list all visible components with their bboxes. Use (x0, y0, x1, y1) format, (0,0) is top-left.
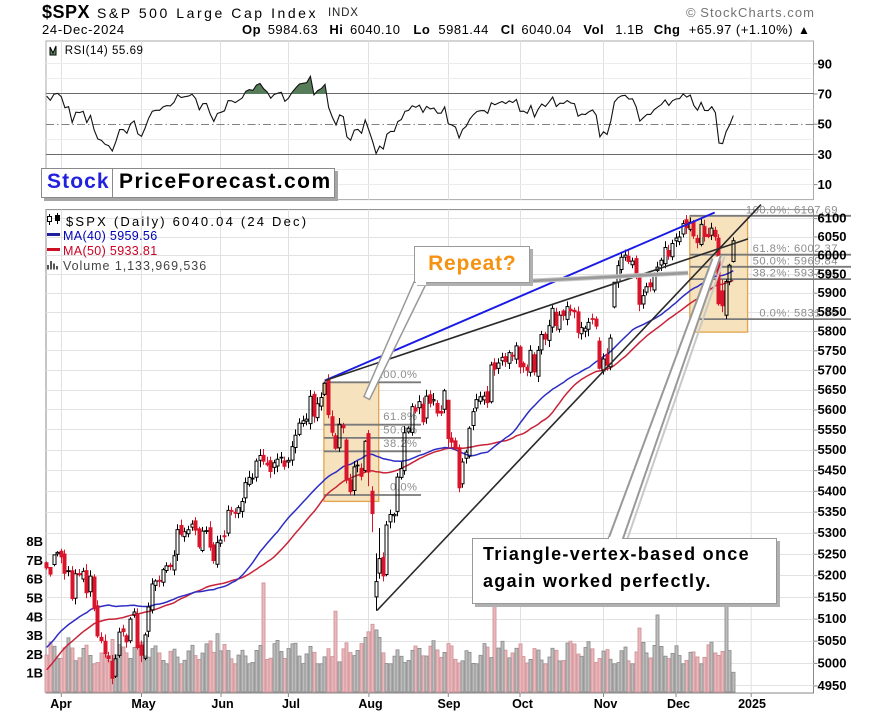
svg-text:5600: 5600 (818, 402, 847, 417)
svg-text:6050: 6050 (818, 229, 847, 244)
svg-text:5450: 5450 (818, 463, 847, 478)
svg-text:Dec: Dec (667, 697, 690, 711)
svg-text:5050: 5050 (818, 633, 847, 648)
svg-text:2025: 2025 (738, 697, 766, 711)
svg-text:5900: 5900 (818, 285, 847, 300)
svg-text:5800: 5800 (818, 323, 847, 338)
svg-text:1B: 1B (26, 666, 43, 681)
svg-text:0.0%: 5831.99: 0.0%: 5831.99 (759, 308, 838, 320)
svg-text:8B: 8B (26, 534, 43, 549)
svg-text:70: 70 (818, 87, 832, 102)
svg-text:5750: 5750 (818, 343, 847, 358)
svg-text:Nov: Nov (594, 697, 618, 711)
svg-text:4950: 4950 (818, 678, 847, 693)
svg-text:38.2%: 38.2% (383, 438, 417, 450)
svg-text:Apr: Apr (50, 697, 72, 711)
svg-text:100.0%: 6107.69: 100.0%: 6107.69 (746, 204, 838, 216)
svg-text:4B: 4B (26, 609, 43, 624)
svg-text:5350: 5350 (818, 504, 847, 519)
svg-text:5B: 5B (26, 591, 43, 606)
svg-text:5250: 5250 (818, 546, 847, 561)
svg-text:5550: 5550 (818, 422, 847, 437)
svg-text:5000: 5000 (818, 655, 847, 670)
svg-text:0.0%: 0.0% (390, 482, 418, 494)
svg-text:7B: 7B (26, 553, 43, 568)
svg-text:10: 10 (818, 177, 832, 192)
svg-text:6B: 6B (26, 572, 43, 587)
svg-text:Jul: Jul (282, 697, 300, 711)
svg-text:2B: 2B (26, 647, 43, 662)
svg-text:90: 90 (818, 56, 832, 71)
svg-text:5150: 5150 (818, 589, 847, 604)
svg-text:Oct: Oct (512, 697, 534, 711)
svg-text:5950: 5950 (818, 266, 847, 281)
svg-text:May: May (131, 697, 155, 711)
svg-text:50: 50 (818, 117, 832, 132)
svg-text:5500: 5500 (818, 442, 847, 457)
svg-text:Aug: Aug (358, 697, 382, 711)
svg-text:5700: 5700 (818, 362, 847, 377)
svg-text:38.2%: 5937.31: 38.2%: 5937.31 (753, 268, 838, 280)
svg-text:Jun: Jun (211, 697, 233, 711)
svg-text:61.8%: 61.8% (383, 411, 417, 423)
svg-text:61.8%: 6002.37: 61.8%: 6002.37 (753, 243, 838, 255)
svg-text:3B: 3B (26, 628, 43, 643)
svg-text:6000: 6000 (818, 248, 847, 263)
svg-text:5850: 5850 (818, 304, 847, 319)
svg-text:5650: 5650 (818, 382, 847, 397)
svg-text:50.0%: 5969.84: 50.0%: 5969.84 (753, 255, 838, 267)
svg-text:5400: 5400 (818, 483, 847, 498)
svg-text:Sep: Sep (438, 697, 461, 711)
svg-text:5100: 5100 (818, 611, 847, 626)
svg-text:5200: 5200 (818, 568, 847, 583)
svg-text:5300: 5300 (818, 525, 847, 540)
svg-text:6100: 6100 (818, 211, 847, 226)
svg-text:100.0%: 100.0% (377, 369, 418, 381)
svg-text:30: 30 (818, 147, 832, 162)
